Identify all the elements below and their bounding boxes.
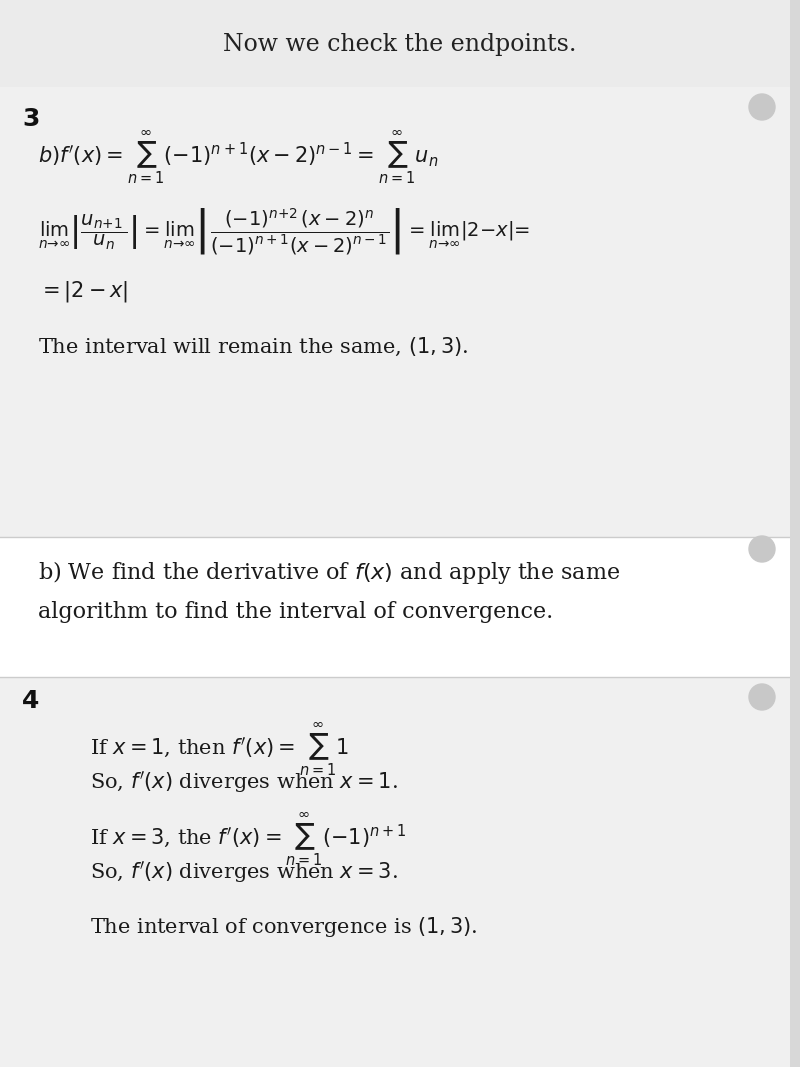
Text: The interval will remain the same, $(1,3)$.: The interval will remain the same, $(1,3…: [38, 336, 468, 359]
FancyBboxPatch shape: [790, 0, 800, 1067]
FancyBboxPatch shape: [0, 676, 790, 1067]
Text: If $x = 1$, then $f'(x) = \sum_{n=1}^{\infty} 1$: If $x = 1$, then $f'(x) = \sum_{n=1}^{\i…: [90, 720, 349, 778]
Text: b) We find the derivative of $f(x)$ and apply the same: b) We find the derivative of $f(x)$ and …: [38, 558, 620, 586]
FancyBboxPatch shape: [0, 87, 790, 537]
Circle shape: [749, 536, 775, 562]
Text: $\lim_{n\to\infty}\left|\dfrac{u_{n+1}}{u_n}\right| = \lim_{n\to\infty}\left|\df: $\lim_{n\to\infty}\left|\dfrac{u_{n+1}}{…: [38, 207, 530, 257]
Circle shape: [749, 94, 775, 120]
Text: So, $f'(x)$ diverges when $x = 3$.: So, $f'(x)$ diverges when $x = 3$.: [90, 859, 398, 885]
Text: $= |2 - x|$: $= |2 - x|$: [38, 280, 128, 304]
Text: algorithm to find the interval of convergence.: algorithm to find the interval of conver…: [38, 601, 554, 623]
Text: So, $f'(x)$ diverges when $x = 1$.: So, $f'(x)$ diverges when $x = 1$.: [90, 769, 398, 795]
Circle shape: [749, 684, 775, 710]
Text: Now we check the endpoints.: Now we check the endpoints.: [223, 32, 577, 55]
Text: 3: 3: [22, 107, 39, 131]
FancyBboxPatch shape: [0, 0, 800, 87]
FancyBboxPatch shape: [0, 537, 790, 676]
Text: If $x = 3$, the $f'(x) = \sum_{n=1}^{\infty}(-1)^{n+1}$: If $x = 3$, the $f'(x) = \sum_{n=1}^{\in…: [90, 810, 406, 867]
Text: The interval of convergence is $(1, 3)$.: The interval of convergence is $(1, 3)$.: [90, 915, 478, 939]
Text: $b)f'(x) = \sum_{n=1}^{\infty}(-1)^{n+1}(x-2)^{n-1} = \sum_{n=1}^{\infty} u_n$: $b)f'(x) = \sum_{n=1}^{\infty}(-1)^{n+1}…: [38, 128, 438, 186]
Text: 4: 4: [22, 689, 39, 713]
